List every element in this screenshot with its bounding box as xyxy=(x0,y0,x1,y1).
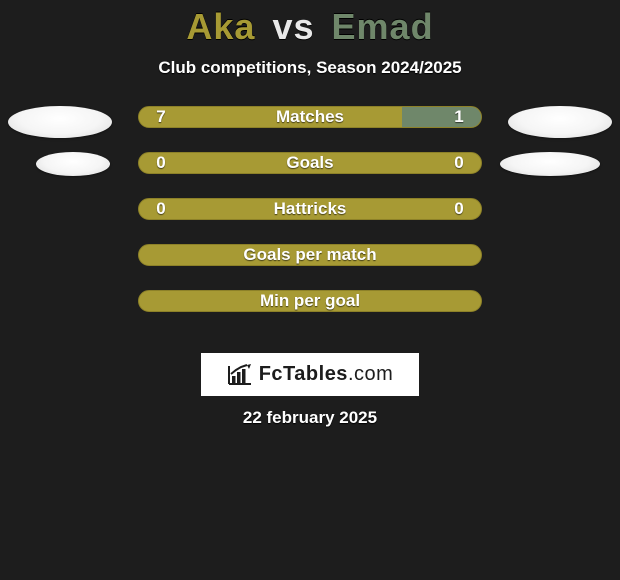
brand-suffix: .com xyxy=(348,363,393,385)
brand-text: FcTables.com xyxy=(259,363,394,386)
title-vs: vs xyxy=(272,6,314,47)
brand-chart-icon xyxy=(227,364,253,386)
title-player2: Emad xyxy=(332,6,434,47)
bar-track xyxy=(138,106,482,128)
bar-track xyxy=(138,152,482,174)
infographic-root: Aka vs Emad Club competitions, Season 20… xyxy=(0,0,620,580)
stat-value-right xyxy=(444,290,474,312)
stat-row: 0 0 Hattricks xyxy=(0,198,620,244)
stat-value-right: 0 xyxy=(444,198,474,220)
title-player1: Aka xyxy=(186,6,255,47)
stat-row: 0 0 Goals xyxy=(0,152,620,198)
subtitle: Club competitions, Season 2024/2025 xyxy=(0,58,620,78)
stat-value-left xyxy=(146,244,176,266)
stat-row: Min per goal xyxy=(0,290,620,336)
stat-value-left: 7 xyxy=(146,106,176,128)
bar-left-fill xyxy=(139,107,402,127)
brand-badge: FcTables.com xyxy=(201,353,419,396)
stat-value-left: 0 xyxy=(146,152,176,174)
stat-row: 7 1 Matches xyxy=(0,106,620,152)
bar-track xyxy=(138,198,482,220)
stat-value-right: 0 xyxy=(444,152,474,174)
bar-track xyxy=(138,290,482,312)
stat-value-right xyxy=(444,244,474,266)
stat-value-left: 0 xyxy=(146,198,176,220)
page-title: Aka vs Emad xyxy=(0,0,620,48)
comparison-chart: 7 1 Matches 0 0 Goals 0 0 Hattricks xyxy=(0,106,620,336)
stat-row: Goals per match xyxy=(0,244,620,290)
stat-value-left xyxy=(146,290,176,312)
stat-value-right: 1 xyxy=(444,106,474,128)
date-label: 22 february 2025 xyxy=(0,408,620,428)
bar-track xyxy=(138,244,482,266)
brand-name: FcTables xyxy=(259,363,348,385)
